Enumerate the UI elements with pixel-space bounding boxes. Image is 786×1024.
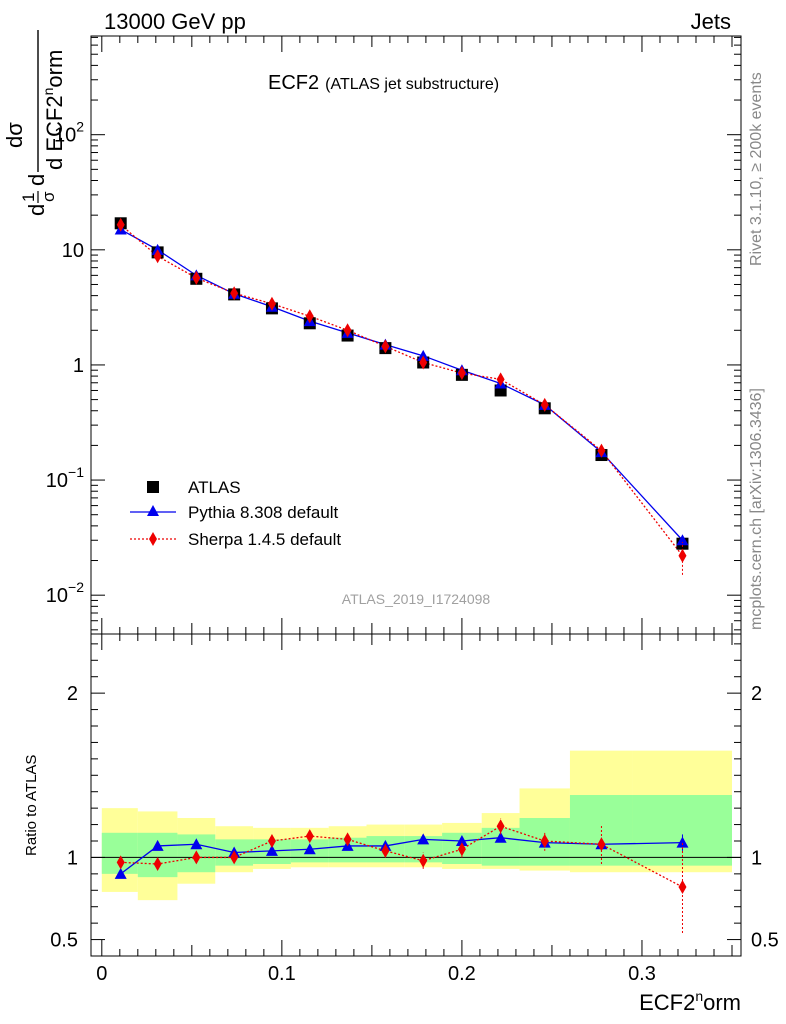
point-sherpa (597, 443, 606, 458)
y-tick-label-main: 10−1 (46, 464, 84, 492)
header-left: 13000 GeV pp (104, 9, 246, 34)
plot-title: ECF2 (ATLAS jet substructure) (268, 72, 499, 94)
series-line-sherpa (120, 224, 683, 557)
point-sherpa (305, 309, 314, 324)
ratio-point-pythia (303, 843, 316, 855)
point-sherpa (540, 397, 549, 412)
ratio-point-sherpa (678, 880, 687, 894)
point-sherpa (192, 270, 201, 285)
legend-label-pythia: Pythia 8.308 default (188, 503, 339, 522)
main-y-axis-label: d 1 σ d dσ d ECF2norm (2, 30, 67, 216)
point-sherpa (343, 323, 352, 338)
ratio-frame-top (90, 633, 742, 957)
legend-label-atlas: ATLAS (188, 478, 241, 497)
point-sherpa (419, 355, 428, 370)
x-tick-label: 0 (96, 963, 107, 985)
x-tick-labels: 0 0.1 0.2 0.3 (96, 963, 656, 985)
point-sherpa (381, 339, 390, 354)
ratio-point-sherpa (192, 850, 201, 865)
ratio-series (114, 818, 689, 933)
header-right: Jets (691, 9, 731, 34)
ylabel-d2: d (24, 174, 49, 186)
ratio-point-sherpa (230, 850, 239, 865)
legend-marker-atlas (147, 481, 159, 493)
ratio-tick-label-right: 1 (751, 847, 762, 869)
ratio-point-sherpa (419, 853, 428, 868)
ratio-point-sherpa (496, 819, 505, 834)
ratio-panel: 0.5 0.5 1 1 2 2 (50, 633, 779, 957)
side-text-mcplots: mcplots.cern.ch [arXiv:1306.3436] (748, 388, 765, 630)
ylabel-one: 1 (19, 193, 38, 202)
ratio-point-pythia (265, 844, 278, 856)
ylabel-d1: d (24, 204, 49, 216)
x-tick-label: 0.3 (628, 963, 656, 985)
main-series (114, 217, 689, 575)
ratio-point-pythia (190, 838, 203, 850)
main-panel: 10−2 10−1 1 10 102 ECF2 (ATLAS jet substructu… (46, 35, 742, 635)
ratio-point-sherpa (381, 843, 390, 858)
ratio-point-pythia (455, 835, 468, 846)
point-sherpa (267, 296, 276, 311)
legend: ATLAS Pythia 8.308 default Sherpa 1.4.5 … (130, 478, 341, 549)
y-tick-label-main: 10 (62, 240, 84, 262)
ratio-point-pythia (151, 839, 164, 851)
ratio-line-pythia (120, 837, 683, 875)
x-tick-label: 0.1 (268, 963, 296, 985)
ratio-tick-label-left: 2 (67, 683, 78, 705)
point-sherpa (153, 249, 162, 264)
ratio-point-sherpa (597, 837, 606, 852)
point-sherpa (678, 548, 687, 563)
x-axis-label: ECF2norm (639, 988, 741, 1015)
analysis-id: ATLAS_2019_I1724098 (342, 591, 491, 607)
point-pythia (417, 349, 430, 361)
ratio-tick-label-left: 1 (67, 847, 78, 869)
ratio-tick-label-right: 2 (751, 683, 762, 705)
point-pythia (676, 534, 689, 546)
legend-marker-pythia (147, 505, 159, 516)
ratio-point-sherpa (116, 855, 125, 870)
ratio-point-pythia (676, 836, 689, 848)
y-tick-label-main: 1 (73, 355, 84, 377)
legend-marker-sherpa (149, 532, 157, 546)
band-green (632, 795, 732, 866)
point-sherpa (496, 372, 505, 387)
point-sherpa (116, 217, 125, 232)
main-ticks (91, 36, 741, 634)
ratio-tick-labels: 0.5 0.5 1 1 2 2 (50, 683, 779, 951)
ratio-point-sherpa (153, 857, 162, 871)
ratio-tick-label-left: 0.5 (50, 930, 78, 952)
main-y-tick-labels: 10−2 10−1 1 10 102 (46, 119, 84, 607)
ratio-point-sherpa (457, 842, 466, 857)
ratio-point-sherpa (267, 834, 276, 848)
y-tick-label-main: 10−2 (46, 579, 84, 607)
main-frame (90, 35, 742, 635)
ratio-point-sherpa (540, 834, 549, 848)
ratio-point-pythia (494, 831, 507, 843)
side-text-rivet: Rivet 3.1.10, ≥ 200k events (748, 72, 765, 266)
ratio-tick-label-right: 0.5 (751, 930, 779, 952)
ratio-point-pythia (417, 833, 430, 845)
point-sherpa (230, 286, 239, 301)
ylabel-dsigma: dσ (2, 122, 27, 148)
ratio-y-axis-label: Ratio to ATLAS (23, 755, 40, 856)
ratio-point-sherpa (343, 832, 352, 847)
y-tick-label-main: 102 (54, 119, 84, 147)
point-sherpa (457, 366, 466, 381)
ylabel-sigma: σ (39, 191, 58, 202)
x-tick-label: 0.2 (448, 963, 476, 985)
ratio-point-pythia (114, 867, 127, 879)
legend-label-sherpa: Sherpa 1.4.5 default (188, 530, 341, 549)
ylabel-denominator: d ECF2norm (40, 50, 67, 170)
ratio-point-sherpa (305, 829, 314, 844)
ratio-ticks (91, 634, 741, 957)
